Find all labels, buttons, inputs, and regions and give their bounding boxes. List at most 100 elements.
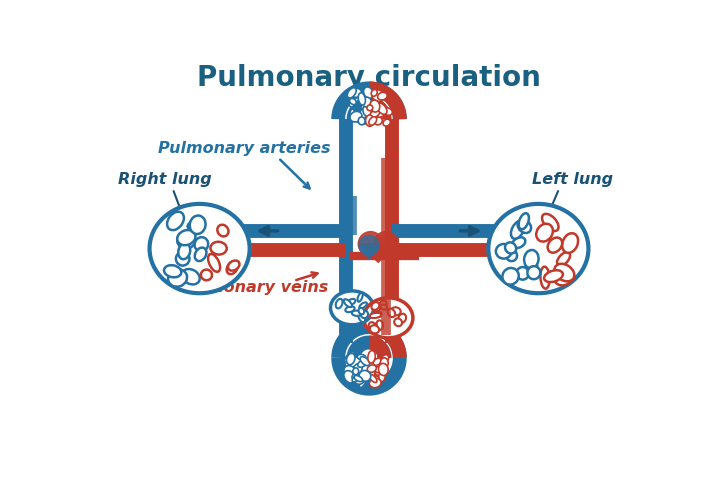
Ellipse shape [369,322,375,329]
Ellipse shape [544,270,563,282]
Ellipse shape [352,373,362,381]
Ellipse shape [346,353,355,365]
Polygon shape [315,88,392,119]
Circle shape [359,232,383,256]
Ellipse shape [518,213,529,229]
Ellipse shape [148,203,251,295]
Ellipse shape [369,313,382,318]
Text: Right lung: Right lung [118,172,212,187]
Ellipse shape [541,267,549,288]
Ellipse shape [356,110,366,123]
Ellipse shape [347,88,356,98]
Ellipse shape [344,371,355,383]
Ellipse shape [387,309,395,317]
Ellipse shape [374,376,379,382]
Ellipse shape [487,203,590,295]
Ellipse shape [363,297,414,339]
Text: Pulmonary veins: Pulmonary veins [179,279,328,295]
Ellipse shape [350,109,355,119]
Ellipse shape [336,299,343,308]
Circle shape [359,236,379,255]
Ellipse shape [210,242,227,254]
Ellipse shape [369,374,377,383]
Ellipse shape [371,324,377,331]
Ellipse shape [374,117,382,125]
Ellipse shape [359,371,371,381]
Text: Left lung: Left lung [533,172,613,187]
Ellipse shape [358,359,367,367]
Ellipse shape [359,302,367,309]
Ellipse shape [352,311,361,316]
Ellipse shape [164,265,181,277]
Ellipse shape [190,216,206,234]
Ellipse shape [349,100,354,107]
Ellipse shape [168,269,187,287]
Ellipse shape [380,358,388,369]
Ellipse shape [343,299,352,307]
Ellipse shape [353,364,362,374]
Ellipse shape [372,302,379,310]
Ellipse shape [182,269,199,285]
Ellipse shape [369,378,381,388]
Ellipse shape [516,267,529,280]
Ellipse shape [359,376,367,387]
Ellipse shape [377,92,387,100]
Ellipse shape [344,366,356,377]
Ellipse shape [496,244,512,259]
Ellipse shape [353,368,359,375]
Ellipse shape [359,93,366,105]
Ellipse shape [372,304,380,312]
Ellipse shape [380,304,387,310]
Ellipse shape [177,232,193,248]
Ellipse shape [383,119,390,126]
Ellipse shape [559,268,575,280]
Ellipse shape [505,242,516,253]
Ellipse shape [346,306,354,312]
Ellipse shape [201,270,212,280]
Ellipse shape [369,117,377,125]
Ellipse shape [370,100,377,107]
Ellipse shape [188,220,203,230]
Ellipse shape [360,357,369,366]
Ellipse shape [557,252,570,266]
Ellipse shape [361,104,366,109]
Ellipse shape [518,220,531,233]
Polygon shape [360,244,397,263]
Ellipse shape [350,98,356,105]
Ellipse shape [361,113,370,124]
Ellipse shape [363,376,371,382]
Ellipse shape [364,87,373,98]
Ellipse shape [354,374,364,384]
Ellipse shape [377,320,383,330]
Circle shape [374,232,398,256]
Ellipse shape [369,369,375,381]
Ellipse shape [348,299,356,305]
Ellipse shape [382,355,389,362]
Ellipse shape [208,254,220,272]
Ellipse shape [525,263,537,273]
Ellipse shape [358,293,363,302]
Ellipse shape [352,373,362,382]
Ellipse shape [351,88,361,97]
Ellipse shape [179,235,195,249]
Ellipse shape [366,115,374,126]
Ellipse shape [359,108,366,121]
Ellipse shape [375,114,383,121]
Ellipse shape [177,230,196,245]
Ellipse shape [367,105,373,111]
Ellipse shape [330,290,374,325]
Ellipse shape [357,354,366,360]
Ellipse shape [562,233,578,253]
Ellipse shape [506,250,517,261]
Ellipse shape [367,365,377,372]
Ellipse shape [527,266,540,279]
Ellipse shape [227,262,238,274]
Ellipse shape [345,352,354,363]
Ellipse shape [548,238,562,252]
Ellipse shape [358,312,365,322]
Ellipse shape [374,374,379,380]
Ellipse shape [368,350,375,363]
Ellipse shape [398,314,406,323]
Ellipse shape [374,108,385,117]
Ellipse shape [554,264,575,281]
